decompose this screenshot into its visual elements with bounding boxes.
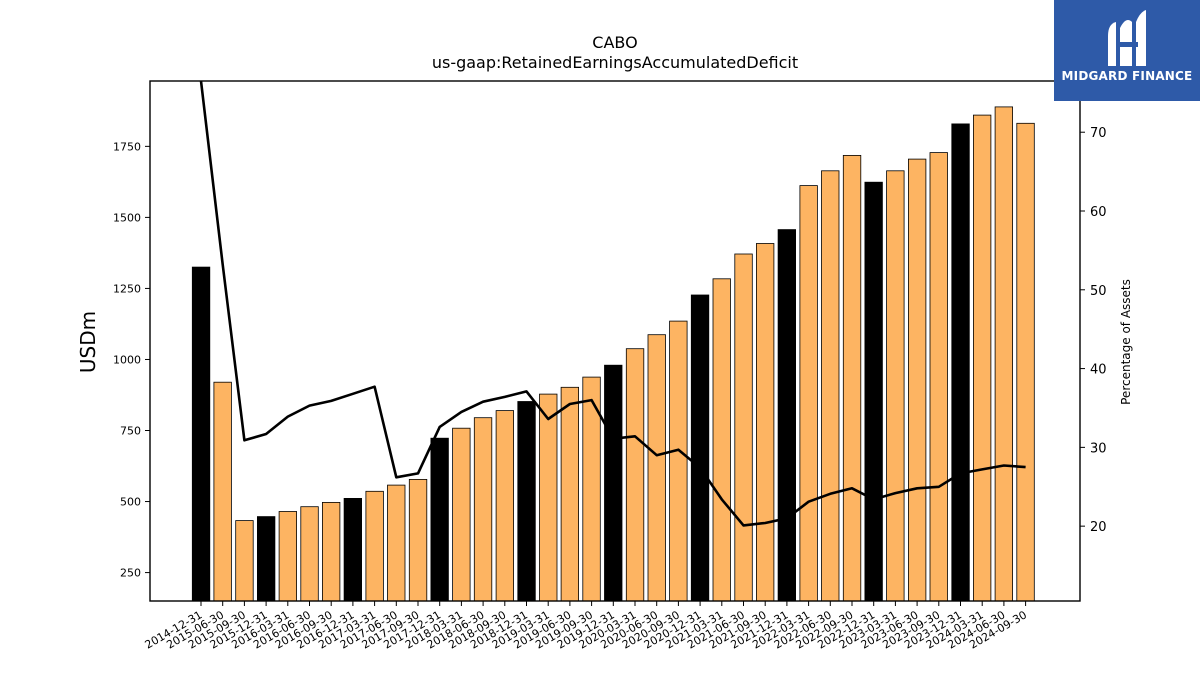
logo-text: MIDGARD FINANCE: [1061, 69, 1193, 83]
bar-2021-09-30: [756, 243, 775, 602]
plot-frame: [149, 80, 1081, 602]
bar-2023-12-31: [951, 123, 970, 602]
bar-2021-03-31: [712, 278, 731, 602]
bar-2015-06-30: [213, 381, 232, 602]
bar-2021-06-30: [734, 253, 753, 602]
chart-title: CABO: [592, 33, 637, 52]
midgard-logo-icon: [1108, 10, 1146, 66]
bar-2021-12-31: [777, 229, 796, 602]
bar-2022-03-31: [799, 185, 818, 602]
bar-2016-12-31: [343, 497, 363, 602]
y-tick-label-1750: 1750: [113, 140, 141, 153]
y-tick-label-250: 250: [120, 567, 141, 580]
x-ticks: 2014-12-312015-06-302015-09-302015-12-31…: [143, 601, 1029, 652]
bar-2022-09-30: [842, 154, 862, 602]
bar-2017-09-30: [408, 478, 428, 602]
bar-2019-12-31: [604, 364, 623, 602]
bar-2019-06-30: [560, 386, 579, 602]
bar-2023-09-30: [929, 152, 948, 602]
y2-tick-label-40: 40: [1090, 363, 1107, 378]
chart-subtitle: us-gaap:RetainedEarningsAccumulatedDefic…: [432, 53, 798, 72]
bar-2024-03-31: [973, 114, 992, 602]
left-y-ticks: 250 500 750 1000 1250 1500 1750: [113, 140, 150, 580]
y2-tick-label-70: 70: [1090, 126, 1107, 141]
bar-2016-09-30: [321, 501, 341, 602]
y-axis-label: USDm: [76, 311, 100, 373]
percentage-line-group: [199, 81, 1026, 527]
bar-group: [191, 106, 1035, 602]
bar-2022-06-30: [821, 170, 840, 602]
bar-2015-12-31: [256, 516, 276, 602]
bar-2019-03-31: [539, 393, 558, 602]
bar-2018-12-31: [517, 401, 536, 602]
bar-2017-03-31: [365, 490, 384, 602]
bar-2020-09-30: [669, 320, 688, 602]
right-y-ticks: 20 30 40 50 60 70: [1080, 126, 1107, 535]
bar-2020-12-31: [690, 294, 710, 602]
y2-tick-label-50: 50: [1090, 284, 1107, 299]
bar-2016-03-31: [278, 511, 298, 602]
bar-2020-03-31: [625, 348, 645, 602]
bar-2015-09-30: [235, 520, 254, 602]
bar-2020-06-30: [647, 334, 666, 602]
y-tick-label-1500: 1500: [113, 211, 141, 224]
axes: [149, 80, 1081, 602]
bar-2017-12-31: [430, 437, 449, 602]
bar-2023-06-30: [908, 158, 927, 602]
bar-2024-06-30: [994, 106, 1013, 602]
logo: MIDGARD FINANCE: [1054, 0, 1200, 101]
bar-2018-03-31: [452, 427, 471, 602]
bar-2016-06-30: [300, 506, 319, 602]
bar-2022-12-31: [864, 181, 883, 602]
y-tick-label-1250: 1250: [113, 282, 141, 295]
y-tick-label-1000: 1000: [113, 353, 141, 366]
y-tick-label-750: 750: [120, 425, 141, 438]
bar-2024-09-30: [1016, 122, 1035, 602]
bar-2018-09-30: [495, 410, 515, 602]
bar-2017-06-30: [387, 484, 406, 602]
y2-tick-label-20: 20: [1090, 520, 1107, 535]
bar-2018-06-30: [473, 417, 493, 602]
y2-axis-label: Percentage of Assets: [1119, 279, 1133, 405]
y-tick-label-500: 500: [120, 496, 141, 509]
bar-2014-12-31: [191, 266, 211, 602]
percentage-line: [199, 81, 1026, 527]
y2-tick-label-60: 60: [1090, 205, 1107, 220]
bar-2023-03-31: [886, 170, 905, 602]
y2-tick-label-30: 30: [1090, 441, 1107, 456]
